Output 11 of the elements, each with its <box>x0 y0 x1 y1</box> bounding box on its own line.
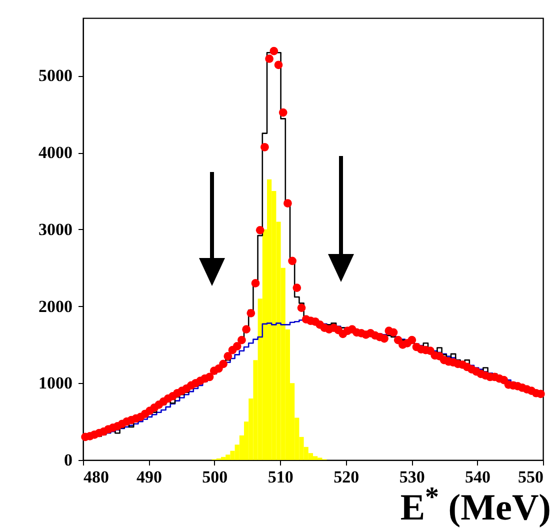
y-tick-label: 2000 <box>38 296 72 316</box>
x-tick-label: 490 <box>136 468 162 486</box>
y-tick-label: 3000 <box>38 220 72 239</box>
y-tick-label: 5000 <box>38 66 72 86</box>
x-tick-label: 510 <box>268 468 294 486</box>
y-tick-label: 1000 <box>38 374 72 393</box>
x-tick-label: 480 <box>84 468 109 486</box>
x-tick-label: 520 <box>334 468 360 486</box>
x-tick-label: 500 <box>202 468 228 486</box>
y-tick-label: 4000 <box>38 143 72 162</box>
y-tick-label: 0 <box>64 450 72 470</box>
